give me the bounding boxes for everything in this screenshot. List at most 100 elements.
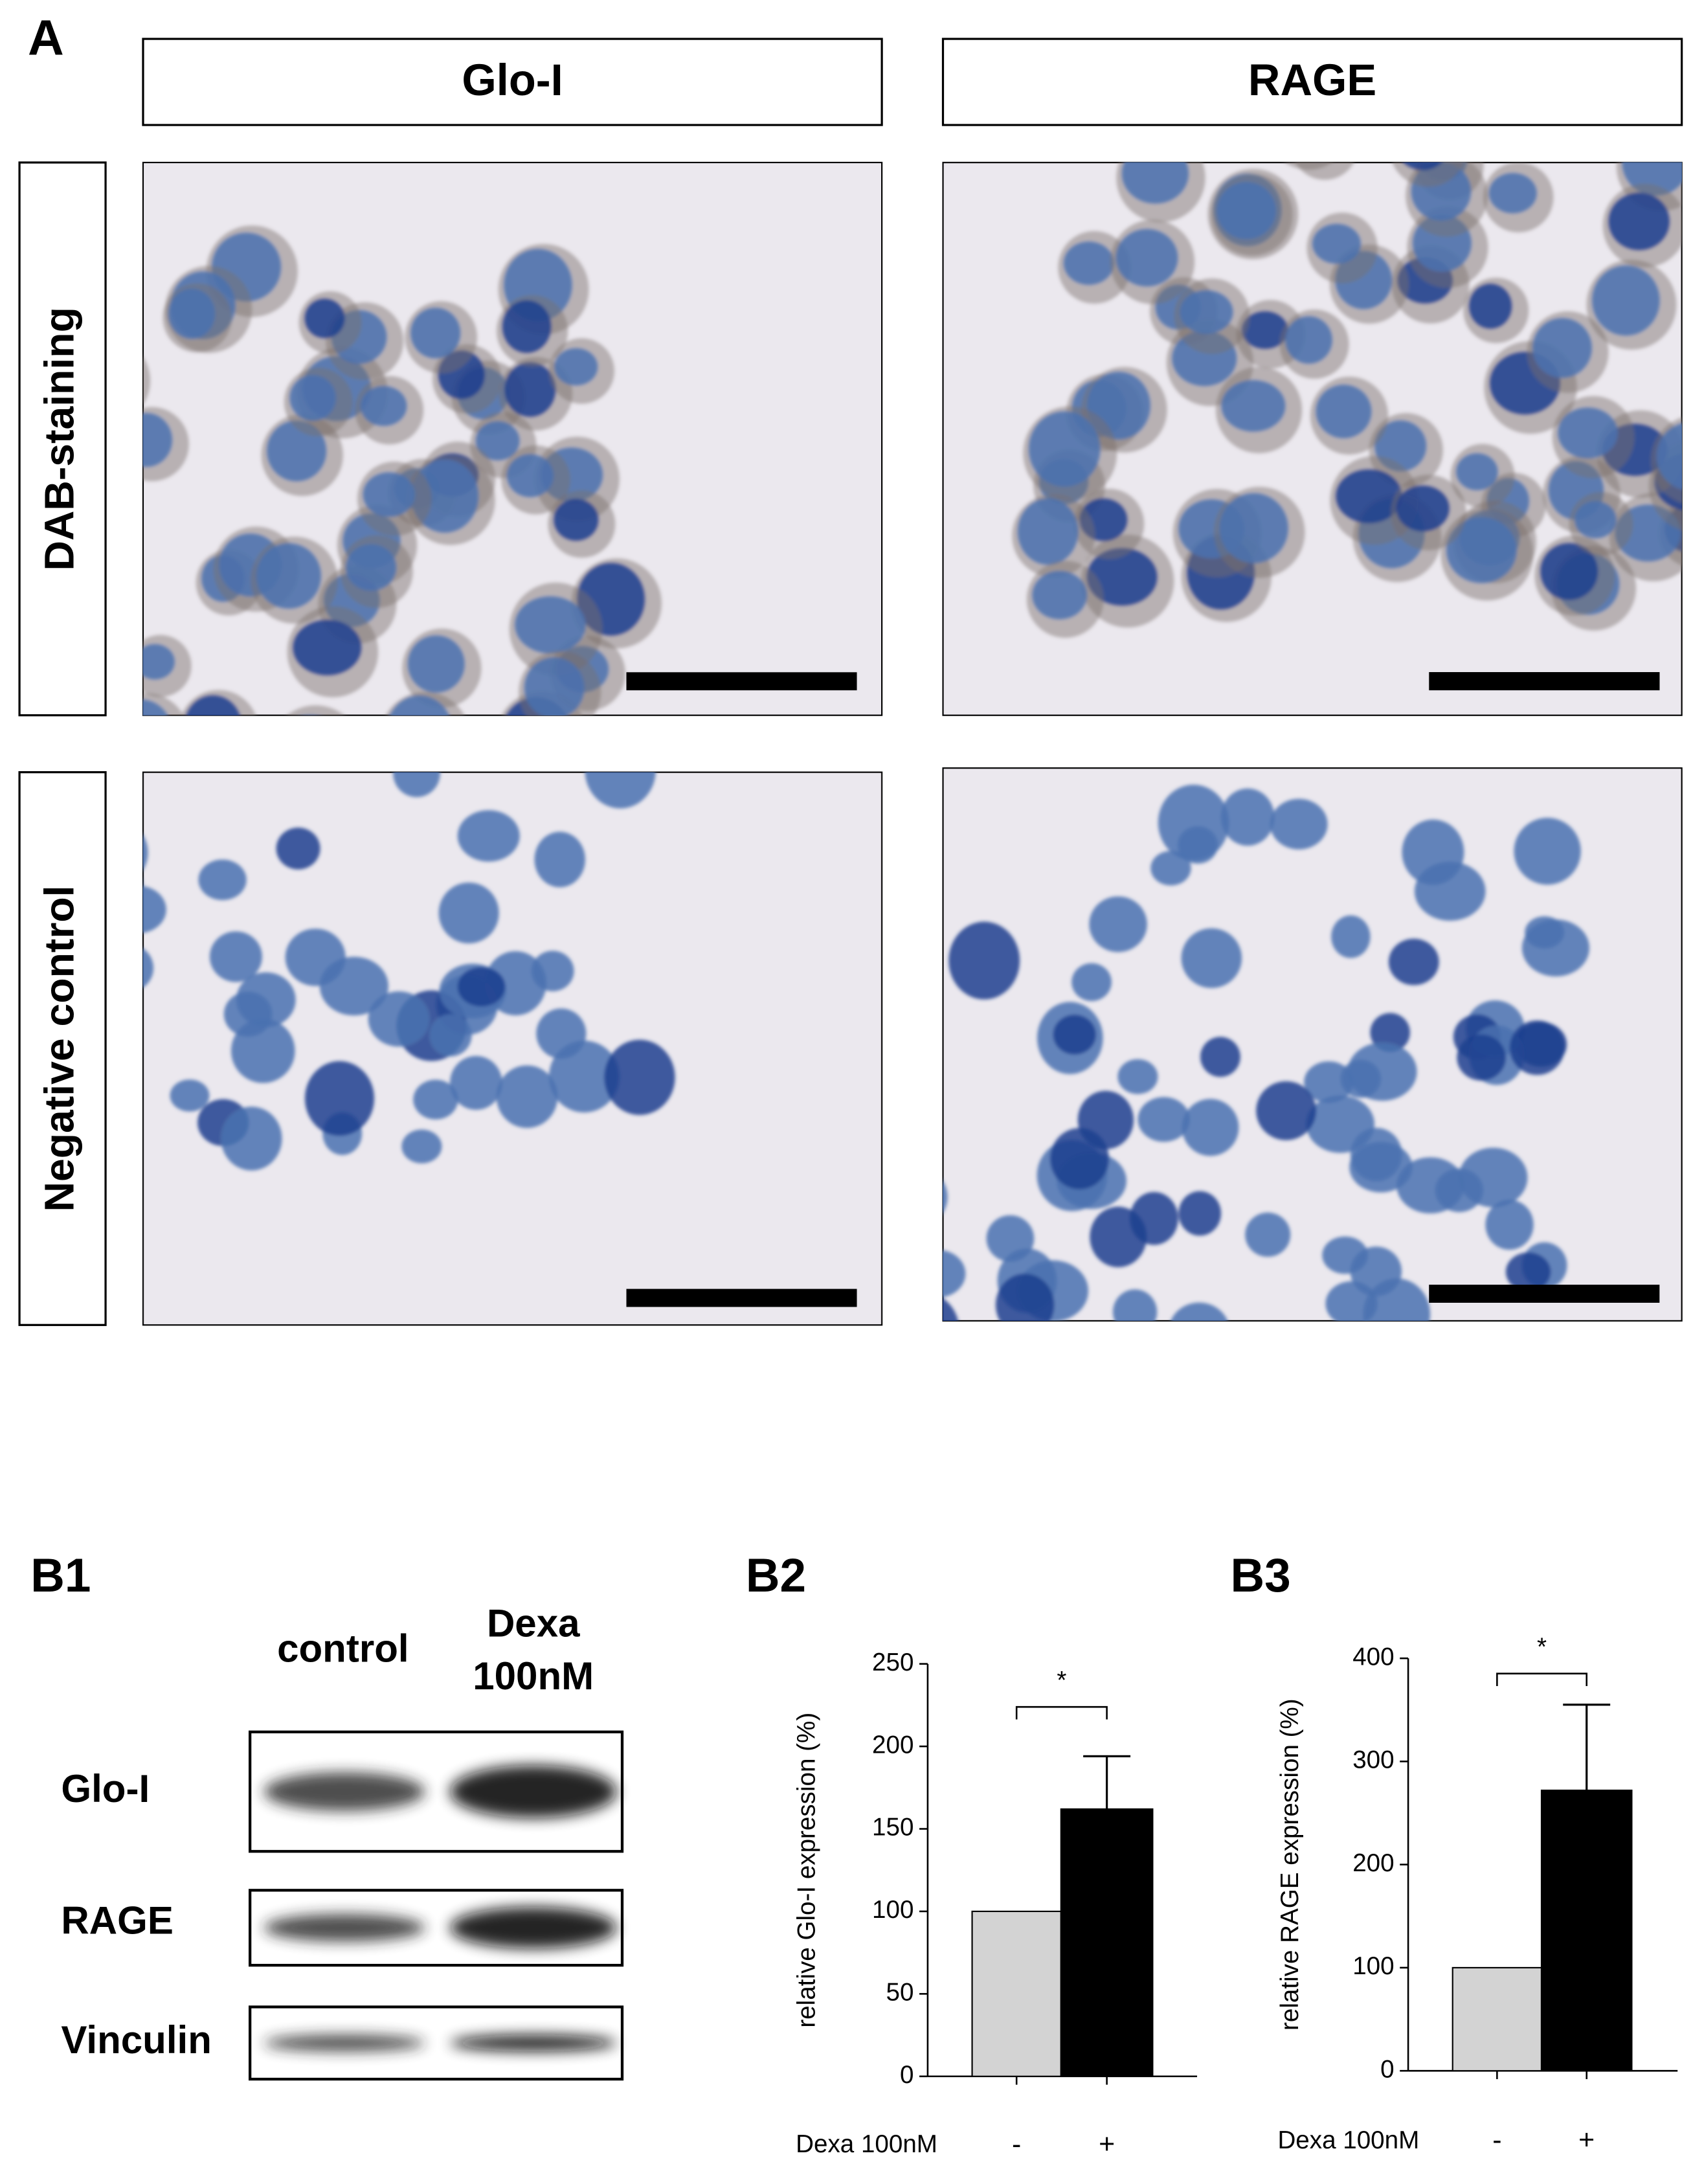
band bbox=[450, 2034, 617, 2052]
x-tick-label: + bbox=[1099, 2128, 1115, 2159]
western-blots: Glo-I RAGE Vinculin bbox=[61, 1730, 624, 2081]
micrograph bbox=[882, 767, 1683, 1322]
cell bbox=[948, 921, 1020, 1000]
cell bbox=[457, 967, 506, 1007]
cell bbox=[1532, 318, 1592, 378]
band bbox=[263, 2034, 425, 2052]
cell bbox=[407, 635, 465, 693]
micrographs bbox=[0, 161, 1704, 1326]
cell bbox=[1028, 411, 1101, 487]
cell bbox=[1694, 200, 1704, 258]
cell bbox=[0, 1053, 1, 1101]
cell bbox=[457, 810, 520, 862]
scale-bar bbox=[626, 672, 857, 691]
column-header: RAGE bbox=[1248, 55, 1376, 105]
cell bbox=[1446, 517, 1517, 583]
micrograph bbox=[942, 161, 1704, 716]
cell bbox=[0, 501, 17, 571]
cell bbox=[1558, 407, 1618, 458]
cell bbox=[1220, 788, 1275, 846]
cell bbox=[0, 352, 11, 402]
cell bbox=[168, 288, 216, 339]
cell bbox=[142, 835, 148, 870]
cell bbox=[1178, 826, 1218, 864]
significance-bracket bbox=[1496, 1672, 1587, 1687]
cell bbox=[221, 1107, 282, 1171]
significance-label: * bbox=[1057, 1667, 1066, 1694]
cell bbox=[1219, 493, 1288, 563]
cell bbox=[502, 300, 552, 354]
cell bbox=[413, 1079, 458, 1120]
column-header-box bbox=[941, 38, 1683, 126]
y-tick-label: 100 bbox=[872, 1896, 914, 1924]
micrograph bbox=[0, 161, 883, 778]
cell bbox=[1216, 181, 1276, 240]
cell bbox=[429, 1014, 472, 1057]
bar bbox=[971, 1910, 1062, 2077]
cell bbox=[1117, 1059, 1158, 1094]
cell bbox=[1505, 1252, 1551, 1292]
cell bbox=[1256, 1081, 1316, 1140]
cell bbox=[1115, 229, 1178, 287]
cell bbox=[236, 972, 296, 1028]
cell bbox=[1017, 498, 1079, 565]
cell bbox=[943, 1298, 958, 1321]
y-tick-label: 200 bbox=[872, 1731, 914, 1759]
cell bbox=[1182, 1099, 1239, 1156]
bar bbox=[1540, 1789, 1633, 2072]
cell bbox=[554, 348, 598, 386]
cell bbox=[1245, 1212, 1291, 1257]
row-header: DAB-staining bbox=[36, 307, 83, 570]
cell bbox=[360, 386, 407, 426]
cell bbox=[142, 886, 166, 933]
cell bbox=[304, 1061, 375, 1136]
cell bbox=[0, 898, 8, 935]
cytoplasm bbox=[0, 570, 14, 631]
y-tick-label: 50 bbox=[886, 1979, 914, 2007]
cell bbox=[585, 772, 656, 809]
cell bbox=[531, 951, 574, 991]
cell bbox=[1032, 570, 1087, 620]
cell bbox=[515, 596, 586, 654]
cell bbox=[345, 730, 401, 778]
cell bbox=[1050, 1128, 1109, 1189]
blot-label: Vinculin bbox=[61, 2018, 211, 2062]
cell bbox=[1349, 1142, 1413, 1193]
cell bbox=[142, 412, 173, 467]
cell bbox=[1456, 453, 1498, 491]
cell bbox=[12, 726, 53, 763]
cell bbox=[943, 1181, 948, 1213]
cell bbox=[1656, 423, 1682, 490]
cell bbox=[276, 715, 345, 778]
cell bbox=[3, 715, 49, 754]
x-tick-label: - bbox=[1012, 2128, 1021, 2159]
cell bbox=[1181, 928, 1242, 988]
cell bbox=[882, 1259, 934, 1312]
y-axis-label: relative Glo-I expression (%) bbox=[793, 1713, 821, 2028]
cell bbox=[553, 499, 599, 541]
cell bbox=[0, 1053, 5, 1117]
cell bbox=[1316, 385, 1372, 438]
cell bbox=[1304, 1061, 1354, 1103]
cell bbox=[1347, 1042, 1417, 1101]
panel-label: B1 bbox=[30, 1549, 91, 1602]
cell bbox=[1150, 851, 1191, 886]
row-header-box bbox=[18, 161, 107, 717]
cell bbox=[0, 753, 9, 793]
cell bbox=[633, 734, 672, 768]
cell bbox=[186, 695, 240, 715]
y-tick-label: 400 bbox=[1352, 1643, 1394, 1671]
cell bbox=[1180, 290, 1233, 334]
cell bbox=[1053, 1015, 1096, 1055]
lane-label: control bbox=[277, 1627, 409, 1670]
cell bbox=[1525, 916, 1565, 949]
cell bbox=[1403, 162, 1442, 170]
bar bbox=[1060, 1808, 1154, 2077]
column-header-box bbox=[142, 38, 883, 126]
scale-bar bbox=[1429, 672, 1660, 691]
cell bbox=[393, 772, 440, 798]
cell bbox=[410, 308, 461, 359]
blot-label: Glo-I bbox=[61, 1767, 150, 1810]
cell bbox=[1200, 1037, 1240, 1077]
